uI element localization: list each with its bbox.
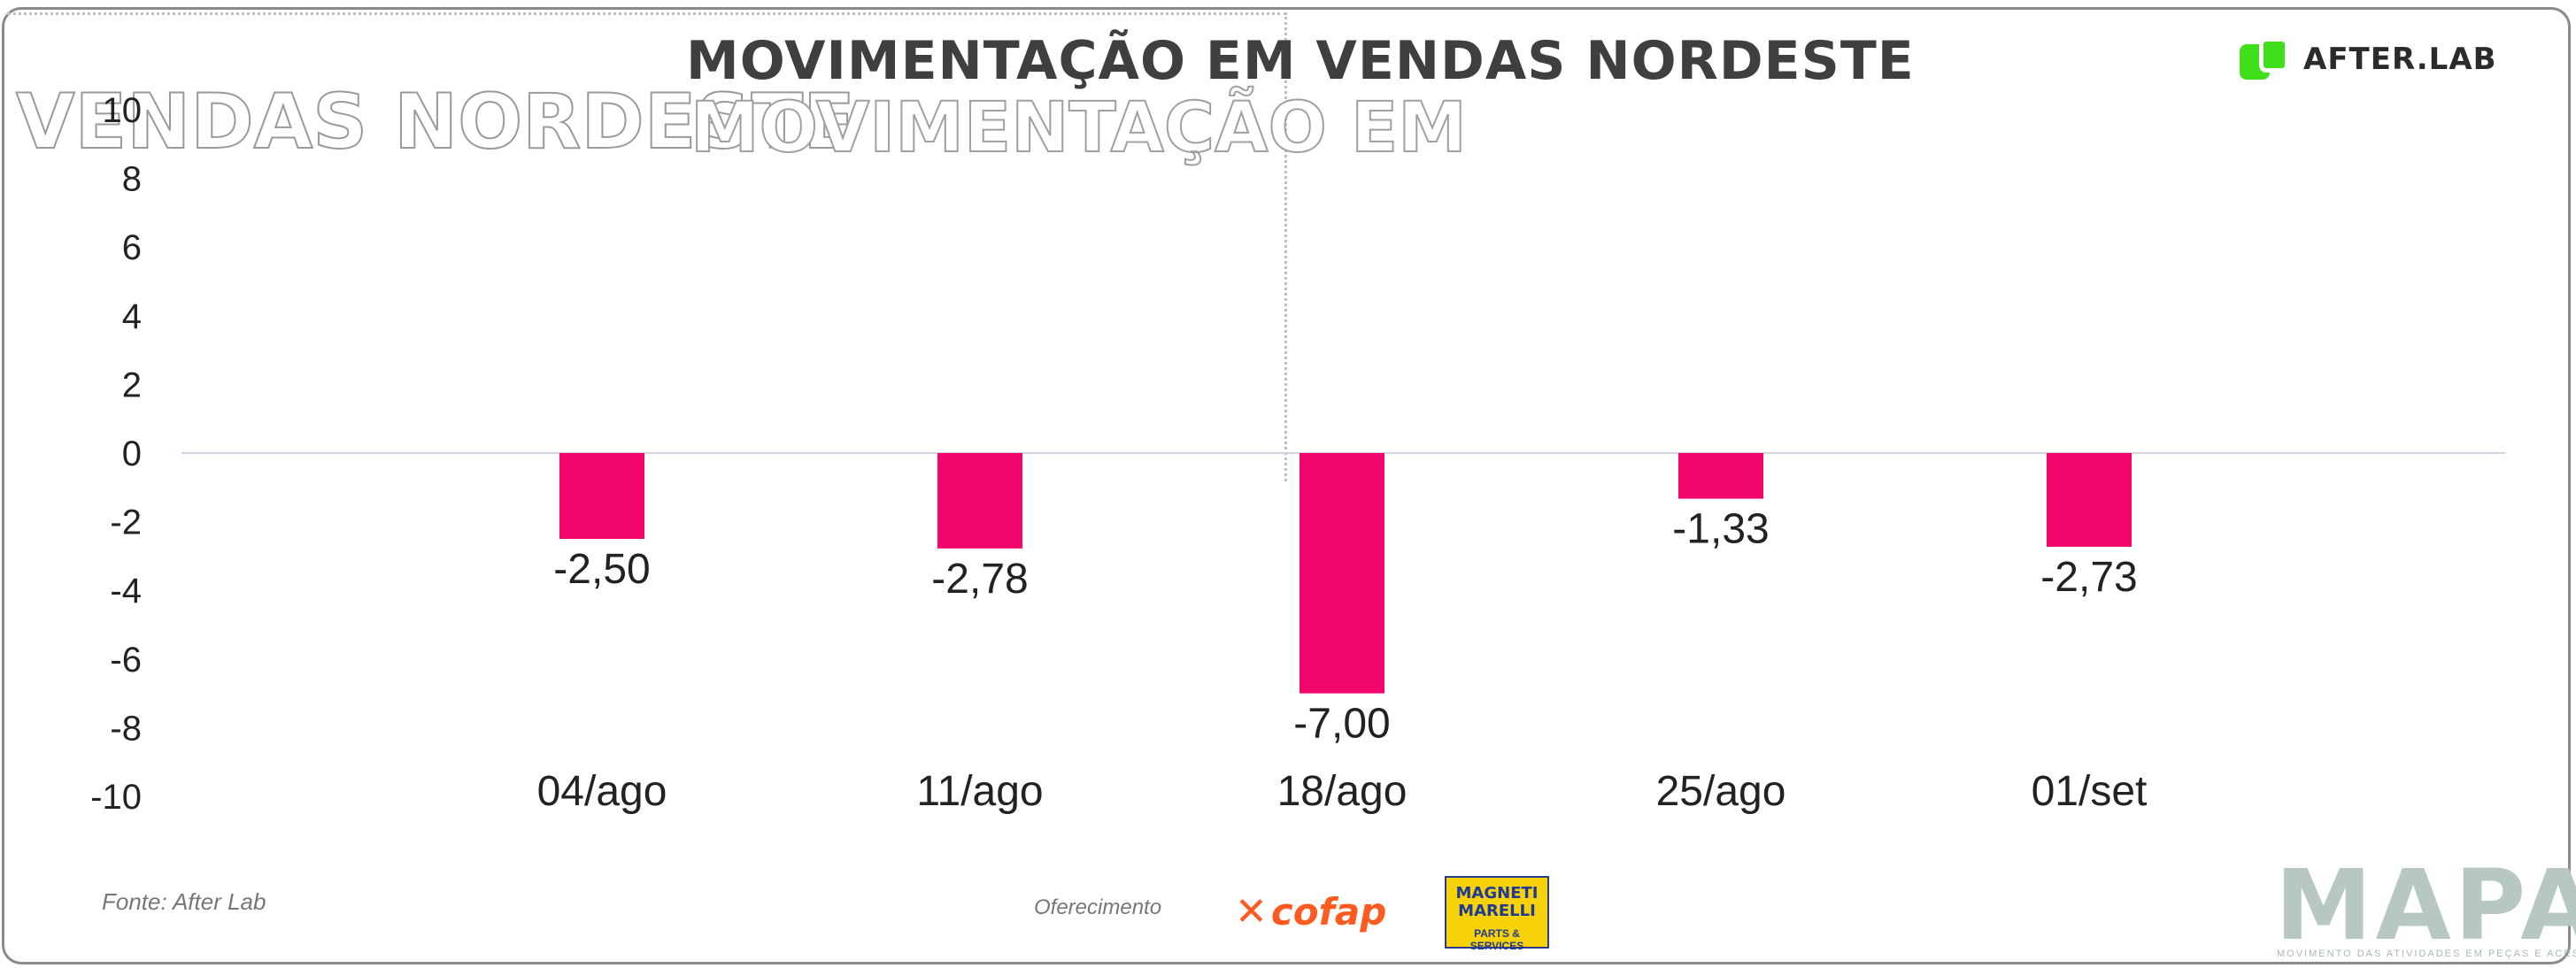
y-tick-label: -4 [110, 572, 142, 611]
afterlab-logo-icon [2240, 37, 2291, 81]
y-tick-label: 10 [103, 91, 143, 130]
afterlab-logo: AFTER.LAB [2240, 37, 2497, 81]
x-tick-label: 01/set [2032, 768, 2148, 815]
y-tick-label: -2 [110, 503, 142, 542]
y-tick-label: 8 [122, 160, 142, 199]
ghost-title-left: VENDAS NORDESTE [15, 77, 856, 167]
x-tick-label: 11/ago [916, 768, 1043, 815]
cofap-logo-text: cofap [1270, 890, 1387, 933]
magneti-marelli-tagline: PARTS & SERVICES [1469, 927, 1524, 952]
x-tick-label: 18/ago [1277, 768, 1408, 815]
magneti-marelli-logo: MAGNETI MARELLI PARTS & SERVICES [1445, 876, 1549, 952]
overlay-ghost-box [7, 12, 1287, 481]
source-note: Fonte: After Lab [102, 888, 266, 915]
cofap-logo-icon: ✕ [1235, 889, 1268, 934]
magneti-marelli-name: MAGNETI MARELLI [1455, 884, 1539, 920]
y-tick-label: 0 [122, 434, 142, 473]
afterlab-logo-text: AFTER.LAB [2303, 42, 2497, 77]
bar [559, 453, 644, 539]
bar [937, 453, 1022, 549]
chart-title: MOVIMENTAÇÃO EM VENDAS NORDESTE [686, 30, 1915, 92]
data-label: -7,00 [1293, 701, 1390, 748]
bar [1300, 453, 1384, 694]
data-label: -2,78 [931, 556, 1028, 603]
mapa-logo: MAPA [2275, 849, 2576, 962]
bar [1678, 453, 1763, 499]
bar [2047, 453, 2132, 547]
y-tick-label: -6 [110, 641, 142, 680]
ghost-title-right: MOVIMENTAÇÃO EM [690, 88, 1468, 169]
cofap-logo: ✕ cofap [1235, 889, 1386, 934]
y-tick-label: -8 [110, 709, 142, 748]
data-label: -1,33 [1672, 506, 1769, 553]
y-tick-label: 6 [122, 228, 142, 267]
sponsor-label: Oferecimento [1034, 895, 1162, 919]
data-label: -2,50 [553, 546, 650, 593]
data-label: -2,73 [2040, 554, 2137, 601]
bar-chart: 10 8 6 4 2 0 -2 -4 -6 -8 -10 -2,50 04/ago -2,78 11/ago… [90, 91, 2505, 817]
y-tick-label: 4 [122, 297, 142, 336]
y-tick-label: -10 [90, 778, 142, 817]
x-tick-label: 25/ago [1656, 768, 1786, 815]
x-tick-label: 04/ago [537, 768, 667, 815]
y-tick-label: 2 [122, 365, 142, 404]
mapa-logo-subtitle: MOVIMENTO DAS ATIVIDADES EM PEÇAS E ACES… [2277, 949, 2576, 959]
